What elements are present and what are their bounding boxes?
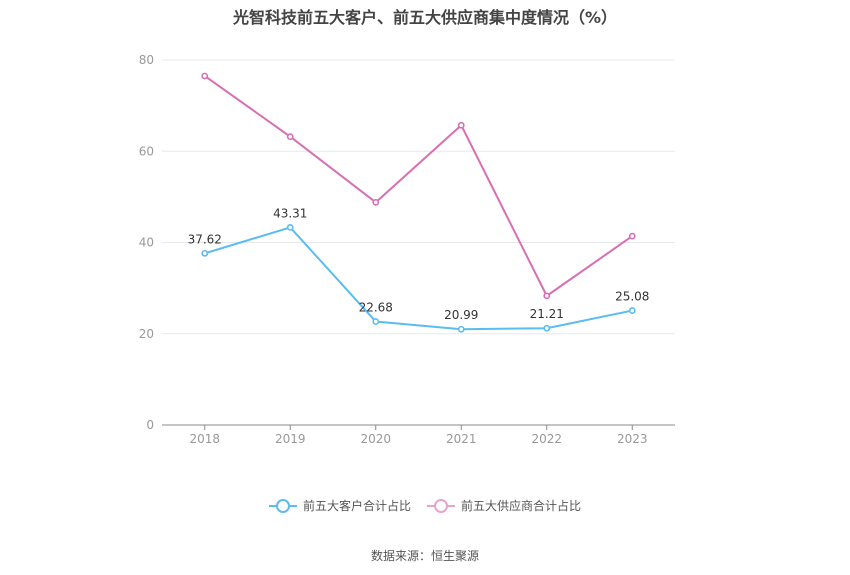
y-tick-label: 20 — [139, 327, 154, 341]
data-point-1 — [457, 121, 465, 129]
data-point-1 — [543, 292, 551, 300]
legend-marker-customers-icon — [268, 498, 297, 513]
chart-title: 光智科技前五大客户、前五大供应商集中度情况（%） — [232, 8, 618, 27]
series-line-1 — [204, 75, 633, 297]
legend-item-suppliers[interactable]: 前五大供应商合计占比 — [427, 497, 581, 514]
data-point-1 — [286, 133, 294, 141]
y-tick-label: 80 — [139, 53, 154, 67]
series-line-0 — [204, 226, 633, 331]
data-label: 21.21 — [530, 307, 564, 321]
x-tick-label: 2022 — [531, 432, 562, 446]
data-point-0 — [372, 318, 380, 325]
legend-label-suppliers: 前五大供应商合计占比 — [461, 499, 582, 513]
data-point-1 — [628, 232, 636, 240]
legend-item-customers[interactable]: 前五大客户合计占比 — [268, 497, 411, 514]
y-tick-label: 40 — [139, 236, 154, 250]
data-point-0 — [201, 249, 209, 257]
x-tick-label: 2020 — [360, 432, 391, 446]
x-tick-label: 2023 — [617, 432, 648, 446]
y-tick-label: 60 — [139, 144, 154, 158]
data-label: 22.68 — [359, 301, 393, 315]
y-tick-label: 0 — [146, 418, 154, 432]
legend-marker-suppliers-icon — [427, 498, 455, 513]
x-tick-label: 2018 — [189, 432, 220, 446]
data-point-1 — [372, 198, 380, 206]
legend-label-customers: 前五大客户合计占比 — [302, 499, 411, 513]
x-tick-label: 2021 — [446, 432, 477, 446]
chart-legend: 前五大客户合计占比 前五大供应商合计占比 — [0, 497, 850, 514]
x-tick-label: 2019 — [275, 432, 306, 446]
data-point-0 — [286, 223, 294, 231]
data-label: 43.31 — [273, 206, 307, 220]
data-label: 37.62 — [188, 232, 222, 246]
data-label: 20.99 — [444, 308, 478, 322]
data-point-0 — [628, 307, 636, 314]
data-point-1 — [201, 72, 209, 80]
data-point-0 — [457, 325, 465, 333]
data-source: 数据来源：恒生聚源 — [370, 549, 479, 563]
data-label: 25.08 — [615, 290, 649, 304]
data-point-0 — [543, 324, 551, 332]
